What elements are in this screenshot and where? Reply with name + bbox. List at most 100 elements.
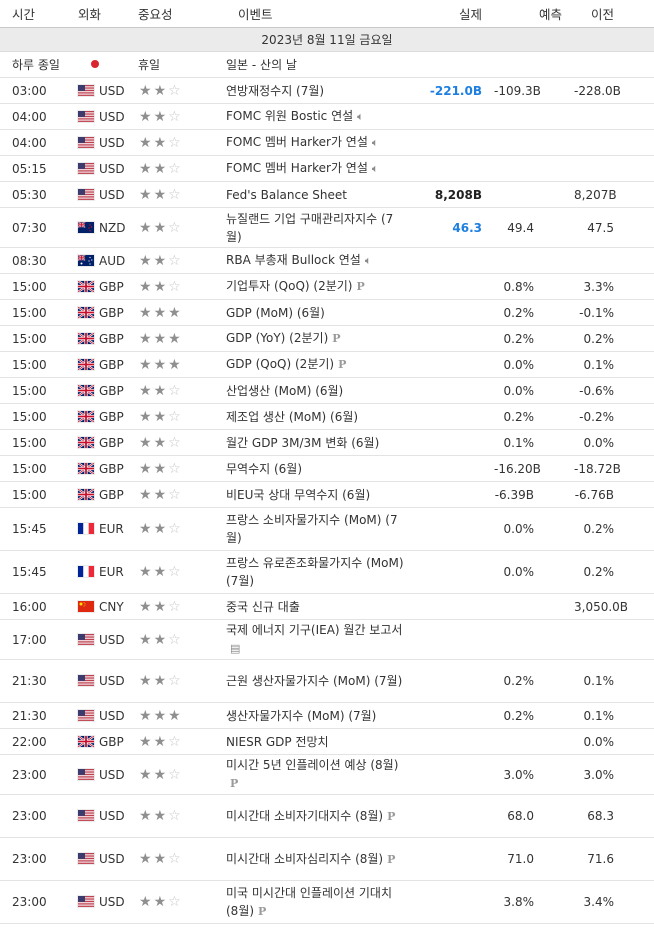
event-name[interactable]: 프랑스 유로존조화물가지수 (MoM) (7월) (226, 556, 404, 588)
event-row[interactable]: 15:00 GBP ★★☆ 비EU국 상대 무역수지 (6월) -6.39B -6.76B (0, 481, 654, 508)
event-name-cell[interactable]: 무역수지 (6월) (226, 455, 408, 482)
event-row[interactable]: 15:00 GBP ★★☆ 산업생산 (MoM) (6월) 0.0% -0.6% (0, 377, 654, 404)
event-actual-cell (408, 728, 494, 755)
event-row[interactable]: 03:00 USD ★★☆ 연방재정수지 (7월) -221.0B -109.3B -228… (0, 77, 654, 104)
event-row[interactable]: 05:15 USD ★★☆ FOMC 멤버 Harker가 연설 🔈︎ (0, 155, 654, 182)
event-name[interactable]: 미국 미시간대 인플레이션 기대치 (8월) (226, 885, 393, 918)
holiday-event[interactable]: 일본 - 산의 날 (226, 51, 654, 78)
event-row[interactable]: 23:00 USD ★★☆ 미시간대 소비자기대지수 (8월) P 68.0 68.3 (0, 794, 654, 838)
event-row[interactable]: 15:00 GBP ★★☆ 월간 GDP 3M/3M 변화 (6월) 0.1% 0.0% (0, 429, 654, 456)
event-name-cell[interactable]: 국제 에너지 기구(IEA) 월간 보고서 ▤ (226, 619, 408, 660)
event-actual-cell (408, 754, 494, 795)
event-row[interactable]: 15:00 GBP ★★☆ 제조업 생산 (MoM) (6월) 0.2% -0.2% (0, 403, 654, 430)
event-name-cell[interactable]: GDP (YoY) (2분기) P (226, 325, 408, 352)
event-currency-cell: USD (78, 659, 138, 703)
event-row[interactable]: 22:00 GBP ★★☆ NIESR GDP 전망치 0.0% (0, 728, 654, 755)
event-name[interactable]: GDP (YoY) (2분기) (226, 331, 329, 345)
event-row[interactable]: 08:30 AUD ★★☆ RBA 부총재 Bullock 연설 🔈︎ (0, 247, 654, 274)
event-row[interactable]: 04:00 USD ★★☆ FOMC 위원 Bostic 연설 🔈︎ (0, 103, 654, 130)
event-name-cell[interactable]: 미국 미시간대 인플레이션 기대치 (8월) P (226, 880, 408, 924)
event-name[interactable]: 뉴질랜드 기업 구매관리자지수 (7월) (226, 211, 394, 244)
header-time[interactable]: 시간 (0, 0, 78, 28)
event-name[interactable]: GDP (QoQ) (2분기) (226, 357, 335, 371)
event-name[interactable]: NIESR GDP 전망치 (226, 734, 329, 749)
event-row[interactable]: 16:00 CNY ★★☆ 중국 신규 대출 3,050.0B (0, 593, 654, 620)
event-row[interactable]: 15:00 GBP ★★☆ 기업투자 (QoQ) (2분기) P 0.8% 3.3% (0, 273, 654, 300)
event-name-cell[interactable]: 기업투자 (QoQ) (2분기) P (226, 273, 408, 300)
event-row[interactable]: 23:00 USD ★★☆ 미국 미시간대 인플레이션 기대치 (8월) P 3.8% 3.… (0, 880, 654, 924)
header-previous[interactable]: 이전 (574, 0, 654, 28)
event-row[interactable]: 17:00 USD ★★☆ 국제 에너지 기구(IEA) 월간 보고서▤ (0, 619, 654, 660)
event-name-cell[interactable]: Fed's Balance Sheet (226, 181, 408, 208)
holiday-row[interactable]: 하루 종일 휴일 일본 - 산의 날 (0, 51, 654, 78)
event-time: 22:00 (0, 728, 78, 755)
event-name-cell[interactable]: 뉴질랜드 기업 구매관리자지수 (7월) (226, 207, 408, 248)
event-row[interactable]: 21:30 USD ★★★ 생산자물가지수 (MoM) (7월) 0.2% 0.1% (0, 702, 654, 729)
event-importance: ★★★ (138, 325, 226, 352)
event-name-cell[interactable]: 월간 GDP 3M/3M 변화 (6월) (226, 429, 408, 456)
event-name-cell[interactable]: FOMC 위원 Bostic 연설 🔈︎ (226, 103, 408, 130)
event-name-cell[interactable]: 프랑스 유로존조화물가지수 (MoM) (7월) (226, 550, 408, 594)
event-name[interactable]: 미시간대 소비자심리지수 (8월) (226, 851, 384, 866)
event-name[interactable]: 제조업 생산 (MoM) (6월) (226, 409, 359, 424)
event-time: 23:00 (0, 794, 78, 838)
event-name[interactable]: 비EU국 상대 무역수지 (6월) (226, 487, 371, 502)
event-name-cell[interactable]: 프랑스 소비자물가지수 (MoM) (7월) (226, 507, 408, 551)
event-name[interactable]: 기업투자 (QoQ) (2분기) (226, 279, 353, 293)
event-name-cell[interactable]: 미시간 5년 인플레이션 예상 (8월) P (226, 754, 408, 795)
event-name[interactable]: FOMC 멤버 Harker가 연설 (226, 135, 368, 149)
event-name[interactable]: 무역수지 (6월) (226, 461, 303, 476)
event-name[interactable]: 월간 GDP 3M/3M 변화 (6월) (226, 435, 380, 450)
event-name[interactable]: 중국 신규 대출 (226, 599, 300, 614)
event-name-cell[interactable]: 비EU국 상대 무역수지 (6월) (226, 481, 408, 508)
event-row[interactable]: 15:00 GBP ★★★ GDP (QoQ) (2분기) P 0.0% 0.1% (0, 351, 654, 378)
event-name-cell[interactable]: FOMC 멤버 Harker가 연설 🔈︎ (226, 129, 408, 156)
importance-stars: ★★☆ (138, 521, 183, 537)
event-name-cell[interactable]: RBA 부총재 Bullock 연설 🔈︎ (226, 247, 408, 274)
event-row[interactable]: 15:45 EUR ★★☆ 프랑스 소비자물가지수 (MoM) (7월) 0.0% 0.2… (0, 507, 654, 551)
event-row[interactable]: 15:45 EUR ★★☆ 프랑스 유로존조화물가지수 (MoM) (7월) 0.0% 0… (0, 550, 654, 594)
event-name[interactable]: 생산자물가지수 (MoM) (7월) (226, 708, 377, 723)
event-name[interactable]: 연방재정수지 (7월) (226, 83, 325, 98)
event-name[interactable]: Fed's Balance Sheet (226, 187, 347, 202)
event-name[interactable]: 근원 생산자물가지수 (MoM) (7월) (226, 674, 403, 688)
event-name-cell[interactable]: 연방재정수지 (7월) (226, 77, 408, 104)
star-empty-icon: ☆ (168, 564, 183, 580)
event-row[interactable]: 23:00 USD ★★☆ 미시간 5년 인플레이션 예상 (8월)P 3.0% 3.0% (0, 754, 654, 795)
event-name-cell[interactable]: NIESR GDP 전망치 (226, 728, 408, 755)
event-name-cell[interactable]: 미시간대 소비자기대지수 (8월) P (226, 794, 408, 838)
event-name-cell[interactable]: 제조업 생산 (MoM) (6월) (226, 403, 408, 430)
event-name[interactable]: FOMC 위원 Bostic 연설 (226, 109, 354, 123)
header-currency[interactable]: 외화 (78, 0, 138, 28)
event-row[interactable]: 07:30 NZD ★★☆ 뉴질랜드 기업 구매관리자지수 (7월) 46.3 49.4 4… (0, 207, 654, 248)
event-name-cell[interactable]: 근원 생산자물가지수 (MoM) (7월) (226, 659, 408, 703)
event-name[interactable]: FOMC 멤버 Harker가 연설 (226, 161, 368, 175)
event-name-cell[interactable]: 생산자물가지수 (MoM) (7월) (226, 702, 408, 729)
event-row[interactable]: 04:00 USD ★★☆ FOMC 멤버 Harker가 연설 🔈︎ (0, 129, 654, 156)
event-row[interactable]: 21:30 USD ★★☆ 근원 생산자물가지수 (MoM) (7월) 0.2% 0.1% (0, 659, 654, 703)
event-name[interactable]: 미시간대 소비자기대지수 (8월) (226, 808, 384, 823)
event-row[interactable]: 23:00 USD ★★☆ 미시간대 소비자심리지수 (8월) P 71.0 71.6 (0, 837, 654, 881)
event-name-cell[interactable]: FOMC 멤버 Harker가 연설 🔈︎ (226, 155, 408, 182)
event-name[interactable]: 산업생산 (MoM) (6월) (226, 383, 344, 398)
star-filled-icon: ★ (139, 186, 154, 203)
event-name[interactable]: 프랑스 소비자물가지수 (MoM) (7월) (226, 513, 398, 545)
event-row[interactable]: 05:30 USD ★★☆ Fed's Balance Sheet 8,208B 8,20… (0, 181, 654, 208)
event-name-cell[interactable]: 미시간대 소비자심리지수 (8월) P (226, 837, 408, 881)
event-name-cell[interactable]: 산업생산 (MoM) (6월) (226, 377, 408, 404)
event-row[interactable]: 15:00 GBP ★★★ GDP (MoM) (6월) 0.2% -0.1% (0, 299, 654, 326)
event-name[interactable]: GDP (MoM) (6월) (226, 305, 325, 320)
event-name[interactable]: 국제 에너지 기구(IEA) 월간 보고서 (226, 623, 403, 637)
event-name-cell[interactable]: GDP (QoQ) (2분기) P (226, 351, 408, 378)
event-name[interactable]: 미시간 5년 인플레이션 예상 (8월) (226, 758, 399, 772)
header-event[interactable]: 이벤트 (226, 0, 408, 28)
event-row[interactable]: 15:00 GBP ★★☆ 무역수지 (6월) -16.20B -18.72B (0, 455, 654, 482)
event-row[interactable]: 15:00 GBP ★★★ GDP (YoY) (2분기) P 0.2% 0.2% (0, 325, 654, 352)
header-forecast[interactable]: 예측 (494, 0, 574, 28)
event-name-cell[interactable]: 중국 신규 대출 (226, 593, 408, 620)
event-importance: ★★☆ (138, 837, 226, 881)
header-actual[interactable]: 실제 (408, 0, 494, 28)
event-name-cell[interactable]: GDP (MoM) (6월) (226, 299, 408, 326)
header-importance[interactable]: 중요성 (138, 0, 226, 28)
event-name[interactable]: RBA 부총재 Bullock 연설 (226, 253, 361, 267)
